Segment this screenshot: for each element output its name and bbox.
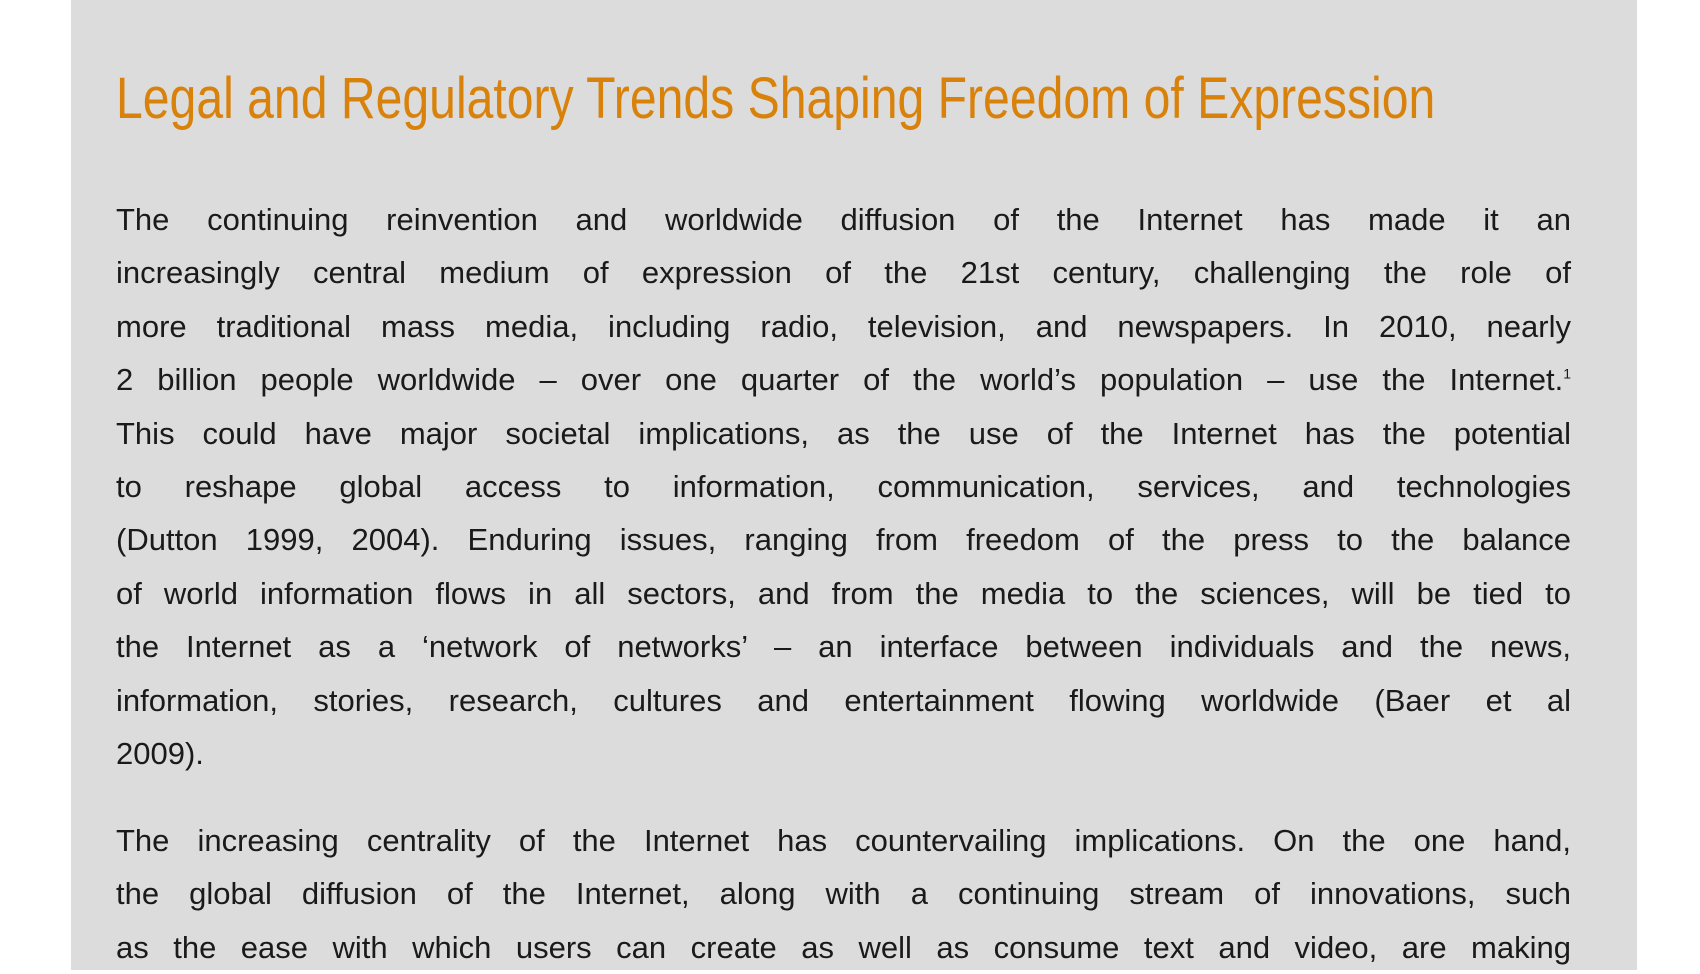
line-text: information, stories, research, cultures… <box>116 682 1571 718</box>
document-panel <box>71 0 1637 970</box>
paragraph: The continuing reinvention and worldwide… <box>116 193 1571 780</box>
title: Legal and Regulatory Trends Shaping Free… <box>116 66 1436 131</box>
text-line: more traditional mass media, including r… <box>116 300 1571 353</box>
line-text: increasingly central medium of expressio… <box>116 255 1571 291</box>
line-text: of world information flows in all sector… <box>116 575 1571 611</box>
text-line: 2 billion people worldwide – over one qu… <box>116 353 1571 406</box>
paragraph: The increasing centrality of the Interne… <box>116 814 1571 974</box>
line-text: as the ease with which users can create … <box>116 929 1571 965</box>
line-text: This could have major societal implicati… <box>116 415 1571 451</box>
line-text: the Internet as a ‘network of networks’ … <box>116 629 1571 665</box>
line-text: The continuing reinvention and worldwide… <box>116 202 1571 237</box>
text-line: the Internet as a ‘network of networks’ … <box>116 620 1571 673</box>
line-text: (Dutton 1999, 2004). Enduring issues, ra… <box>116 522 1571 558</box>
text-line: as the ease with which users can create … <box>116 921 1571 974</box>
text-line: The continuing reinvention and worldwide… <box>116 193 1571 246</box>
line-text: 2 billion people worldwide – over one qu… <box>116 362 1564 398</box>
text-line: of world information flows in all sector… <box>116 567 1571 620</box>
text-line: The increasing centrality of the Interne… <box>116 814 1571 867</box>
footnote-mark: 1 <box>1563 365 1571 382</box>
text-line: information, stories, research, cultures… <box>116 674 1571 727</box>
text-line: the global diffusion of the Internet, al… <box>116 867 1571 920</box>
text-line: to reshape global access to information,… <box>116 460 1571 513</box>
line-text: the global diffusion of the Internet, al… <box>116 876 1571 912</box>
line-text: to reshape global access to information,… <box>116 469 1571 505</box>
text-line: This could have major societal implicati… <box>116 407 1571 460</box>
text-line: (Dutton 1999, 2004). Enduring issues, ra… <box>116 513 1571 566</box>
text-line: 2009). <box>116 727 1571 780</box>
line-text: more traditional mass media, including r… <box>116 308 1571 344</box>
line-text: The increasing centrality of the Interne… <box>116 823 1571 858</box>
text-line: increasingly central medium of expressio… <box>116 246 1571 299</box>
line-text: 2009). <box>116 736 204 772</box>
